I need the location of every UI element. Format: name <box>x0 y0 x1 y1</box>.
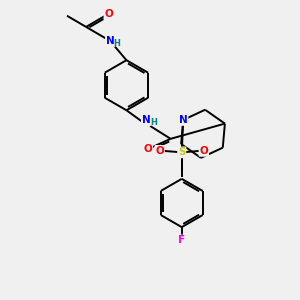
Text: F: F <box>178 236 185 245</box>
Text: N: N <box>142 115 151 125</box>
Text: O: O <box>200 146 208 156</box>
Text: O: O <box>144 144 152 154</box>
Text: N: N <box>179 115 188 125</box>
Text: N: N <box>106 36 115 46</box>
Text: H: H <box>113 39 120 48</box>
Text: O: O <box>155 146 164 156</box>
Text: H: H <box>151 118 158 127</box>
Text: S: S <box>178 147 185 157</box>
Text: O: O <box>104 9 113 19</box>
